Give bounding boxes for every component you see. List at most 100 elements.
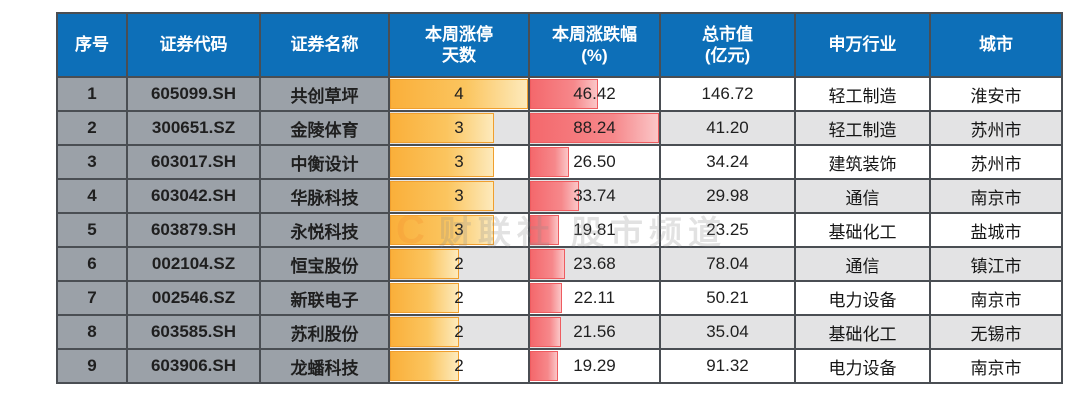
cell-limit-up-days: 3 bbox=[390, 112, 528, 144]
cell-limit-up-days: 4 bbox=[390, 78, 528, 110]
column-header-city: 城市 bbox=[931, 14, 1061, 76]
cell-index: 5 bbox=[58, 214, 126, 246]
limit-up-days-bar bbox=[390, 113, 494, 143]
cell-limit-up-days: 2 bbox=[390, 282, 528, 314]
cell-industry: 通信 bbox=[796, 180, 929, 212]
cell-city: 苏州市 bbox=[931, 112, 1061, 144]
cell-code: 603585.SH bbox=[128, 316, 259, 348]
table-row: 2 300651.SZ 金陵体育 3 88.24 41.20 轻工制造 苏州市 bbox=[58, 112, 1061, 144]
table-row: 5 603879.SH 永悦科技 3 19.81 23.25 基础化工 盐城市 bbox=[58, 214, 1061, 246]
cell-weekly-change: 88.24 bbox=[530, 112, 659, 144]
cell-industry: 轻工制造 bbox=[796, 112, 929, 144]
cell-city: 苏州市 bbox=[931, 146, 1061, 178]
cell-name: 永悦科技 bbox=[261, 214, 388, 246]
weekly-change-bar bbox=[530, 215, 560, 245]
cell-weekly-change: 26.50 bbox=[530, 146, 659, 178]
weekly-change-bar bbox=[530, 317, 562, 347]
column-header-market-cap: 总市值 (亿元) bbox=[661, 14, 794, 76]
table-row: 6 002104.SZ 恒宝股份 2 23.68 78.04 通信 镇江市 bbox=[58, 248, 1061, 280]
cell-code: 002546.SZ bbox=[128, 282, 259, 314]
cell-weekly-change: 19.81 bbox=[530, 214, 659, 246]
cell-city: 南京市 bbox=[931, 180, 1061, 212]
limit-up-days-bar bbox=[390, 317, 459, 347]
cell-name: 中衡设计 bbox=[261, 146, 388, 178]
cell-index: 4 bbox=[58, 180, 126, 212]
cell-city: 南京市 bbox=[931, 282, 1061, 314]
table-row: 7 002546.SZ 新联电子 2 22.11 50.21 电力设备 南京市 bbox=[58, 282, 1061, 314]
cell-index: 9 bbox=[58, 350, 126, 382]
cell-limit-up-days: 2 bbox=[390, 350, 528, 382]
cell-weekly-change: 46.42 bbox=[530, 78, 659, 110]
cell-market-cap: 41.20 bbox=[661, 112, 794, 144]
table-row: 1 605099.SH 共创草坪 4 46.42 146.72 轻工制造 淮安市 bbox=[58, 78, 1061, 110]
cell-name: 华脉科技 bbox=[261, 180, 388, 212]
cell-name: 共创草坪 bbox=[261, 78, 388, 110]
cell-weekly-change: 19.29 bbox=[530, 350, 659, 382]
cell-index: 3 bbox=[58, 146, 126, 178]
cell-limit-up-days: 3 bbox=[390, 180, 528, 212]
stock-table: 序号 证券代码 证券名称 本周涨停 天数 本周涨跌幅 (%) 总市值 (亿元) … bbox=[56, 12, 1063, 384]
cell-city: 淮安市 bbox=[931, 78, 1061, 110]
weekly-change-bar bbox=[530, 79, 598, 109]
cell-name: 恒宝股份 bbox=[261, 248, 388, 280]
cell-city: 镇江市 bbox=[931, 248, 1061, 280]
cell-limit-up-days: 3 bbox=[390, 214, 528, 246]
cell-industry: 建筑装饰 bbox=[796, 146, 929, 178]
cell-market-cap: 78.04 bbox=[661, 248, 794, 280]
cell-index: 1 bbox=[58, 78, 126, 110]
limit-up-days-bar bbox=[390, 249, 459, 279]
column-header-index: 序号 bbox=[58, 14, 126, 76]
cell-code: 603017.SH bbox=[128, 146, 259, 178]
cell-city: 南京市 bbox=[931, 350, 1061, 382]
cell-code: 603042.SH bbox=[128, 180, 259, 212]
cell-industry: 电力设备 bbox=[796, 350, 929, 382]
cell-name: 金陵体育 bbox=[261, 112, 388, 144]
cell-index: 7 bbox=[58, 282, 126, 314]
column-header-name: 证券名称 bbox=[261, 14, 388, 76]
cell-industry: 轻工制造 bbox=[796, 78, 929, 110]
weekly-change-bar bbox=[530, 181, 580, 211]
weekly-change-bar bbox=[530, 147, 569, 177]
weekly-change-bar bbox=[530, 113, 659, 143]
column-header-code: 证券代码 bbox=[128, 14, 259, 76]
cell-industry: 电力设备 bbox=[796, 282, 929, 314]
cell-industry: 基础化工 bbox=[796, 316, 929, 348]
table-row: 3 603017.SH 中衡设计 3 26.50 34.24 建筑装饰 苏州市 bbox=[58, 146, 1061, 178]
cell-market-cap: 91.32 bbox=[661, 350, 794, 382]
cell-city: 盐城市 bbox=[931, 214, 1061, 246]
cell-market-cap: 29.98 bbox=[661, 180, 794, 212]
cell-market-cap: 34.24 bbox=[661, 146, 794, 178]
cell-limit-up-days: 2 bbox=[390, 248, 528, 280]
limit-up-days-bar bbox=[390, 147, 494, 177]
cell-code: 300651.SZ bbox=[128, 112, 259, 144]
cell-market-cap: 50.21 bbox=[661, 282, 794, 314]
cell-code: 603906.SH bbox=[128, 350, 259, 382]
cell-name: 新联电子 bbox=[261, 282, 388, 314]
cell-market-cap: 35.04 bbox=[661, 316, 794, 348]
cell-weekly-change: 33.74 bbox=[530, 180, 659, 212]
limit-up-days-bar bbox=[390, 283, 459, 313]
table-row: 4 603042.SH 华脉科技 3 33.74 29.98 通信 南京市 bbox=[58, 180, 1061, 212]
cell-index: 6 bbox=[58, 248, 126, 280]
cell-code: 605099.SH bbox=[128, 78, 259, 110]
cell-limit-up-days: 2 bbox=[390, 316, 528, 348]
table-header-row: 序号 证券代码 证券名称 本周涨停 天数 本周涨跌幅 (%) 总市值 (亿元) … bbox=[58, 14, 1061, 76]
table-row: 8 603585.SH 苏利股份 2 21.56 35.04 基础化工 无锡市 bbox=[58, 316, 1061, 348]
cell-weekly-change: 21.56 bbox=[530, 316, 659, 348]
cell-weekly-change: 23.68 bbox=[530, 248, 659, 280]
cell-name: 苏利股份 bbox=[261, 316, 388, 348]
cell-city: 无锡市 bbox=[931, 316, 1061, 348]
cell-industry: 通信 bbox=[796, 248, 929, 280]
cell-limit-up-days: 3 bbox=[390, 146, 528, 178]
limit-up-days-bar bbox=[390, 79, 528, 109]
cell-industry: 基础化工 bbox=[796, 214, 929, 246]
weekly-change-bar bbox=[530, 249, 565, 279]
weekly-change-bar bbox=[530, 351, 559, 381]
column-header-industry: 申万行业 bbox=[796, 14, 929, 76]
cell-name: 龙蟠科技 bbox=[261, 350, 388, 382]
table-row: 9 603906.SH 龙蟠科技 2 19.29 91.32 电力设备 南京市 bbox=[58, 350, 1061, 382]
cell-market-cap: 146.72 bbox=[661, 78, 794, 110]
column-header-weekly-change: 本周涨跌幅 (%) bbox=[530, 14, 659, 76]
limit-up-days-bar bbox=[390, 351, 459, 381]
